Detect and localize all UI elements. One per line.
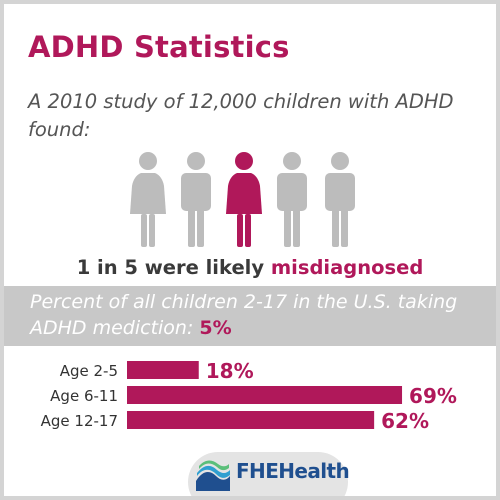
page-title: ADHD Statistics xyxy=(28,30,290,64)
person-female-icon xyxy=(226,152,262,247)
person-female-icon xyxy=(130,152,166,247)
bar xyxy=(127,411,375,429)
bar-value-label: 62% xyxy=(381,409,429,433)
bar xyxy=(127,361,199,379)
people-pictogram xyxy=(130,152,355,247)
study-intro: A 2010 study of 12,000 children with ADH… xyxy=(28,90,454,141)
fhe-health-logo: FHEHealth xyxy=(188,452,350,496)
medication-text: Percent of all children 2-17 in the U.S.… xyxy=(30,289,490,341)
misdiagnosis-result: 1 in 5 were likely misdiagnosed xyxy=(4,256,496,279)
medication-value: 5% xyxy=(199,317,232,339)
fhe-health-wave-icon xyxy=(196,460,230,491)
bar-category-label: Age 12-17 xyxy=(41,412,118,430)
medication-label: Percent of all children 2-17 in the U.S.… xyxy=(30,291,458,339)
result-accent: misdiagnosed xyxy=(270,256,424,279)
result-prefix: 1 in 5 were likely xyxy=(76,256,265,279)
person-male-icon xyxy=(325,152,355,247)
bar-category-label: Age 2-5 xyxy=(60,362,118,380)
medication-band: Percent of all children 2-17 in the U.S.… xyxy=(4,286,496,346)
age-bar-chart: Age 2-5 18% Age 6-11 69% Age 12-17 62% xyxy=(41,359,457,433)
bar xyxy=(127,386,403,404)
person-male-icon xyxy=(181,152,211,247)
bar-category-label: Age 6-11 xyxy=(50,387,118,405)
bar-value-label: 18% xyxy=(206,359,254,383)
person-male-icon xyxy=(277,152,307,247)
logo-text: FHEHealth xyxy=(236,459,350,483)
bar-value-label: 69% xyxy=(409,384,457,408)
